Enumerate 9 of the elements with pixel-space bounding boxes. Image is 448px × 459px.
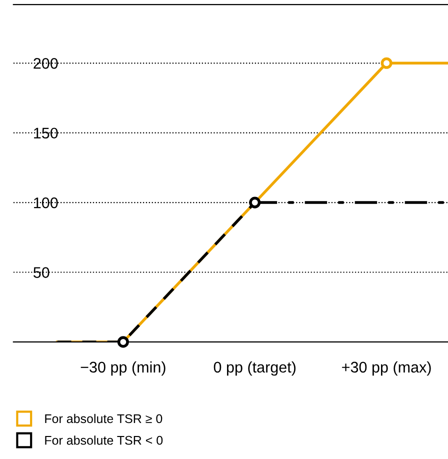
- x-tick-label: +30 pp (max): [342, 361, 431, 376]
- y-tick-label: 100: [34, 197, 58, 208]
- legend-label: For absolute TSR ≥ 0: [45, 414, 162, 424]
- x-tick-label: −30 pp (min): [80, 361, 166, 376]
- y-tick-label: 200: [34, 58, 58, 69]
- y-tick-label: 150: [34, 128, 58, 139]
- y-tick-label: 50: [33, 267, 50, 278]
- x-tick-label: 0 pp (target): [214, 361, 296, 376]
- legend-label: For absolute TSR < 0: [45, 436, 163, 445]
